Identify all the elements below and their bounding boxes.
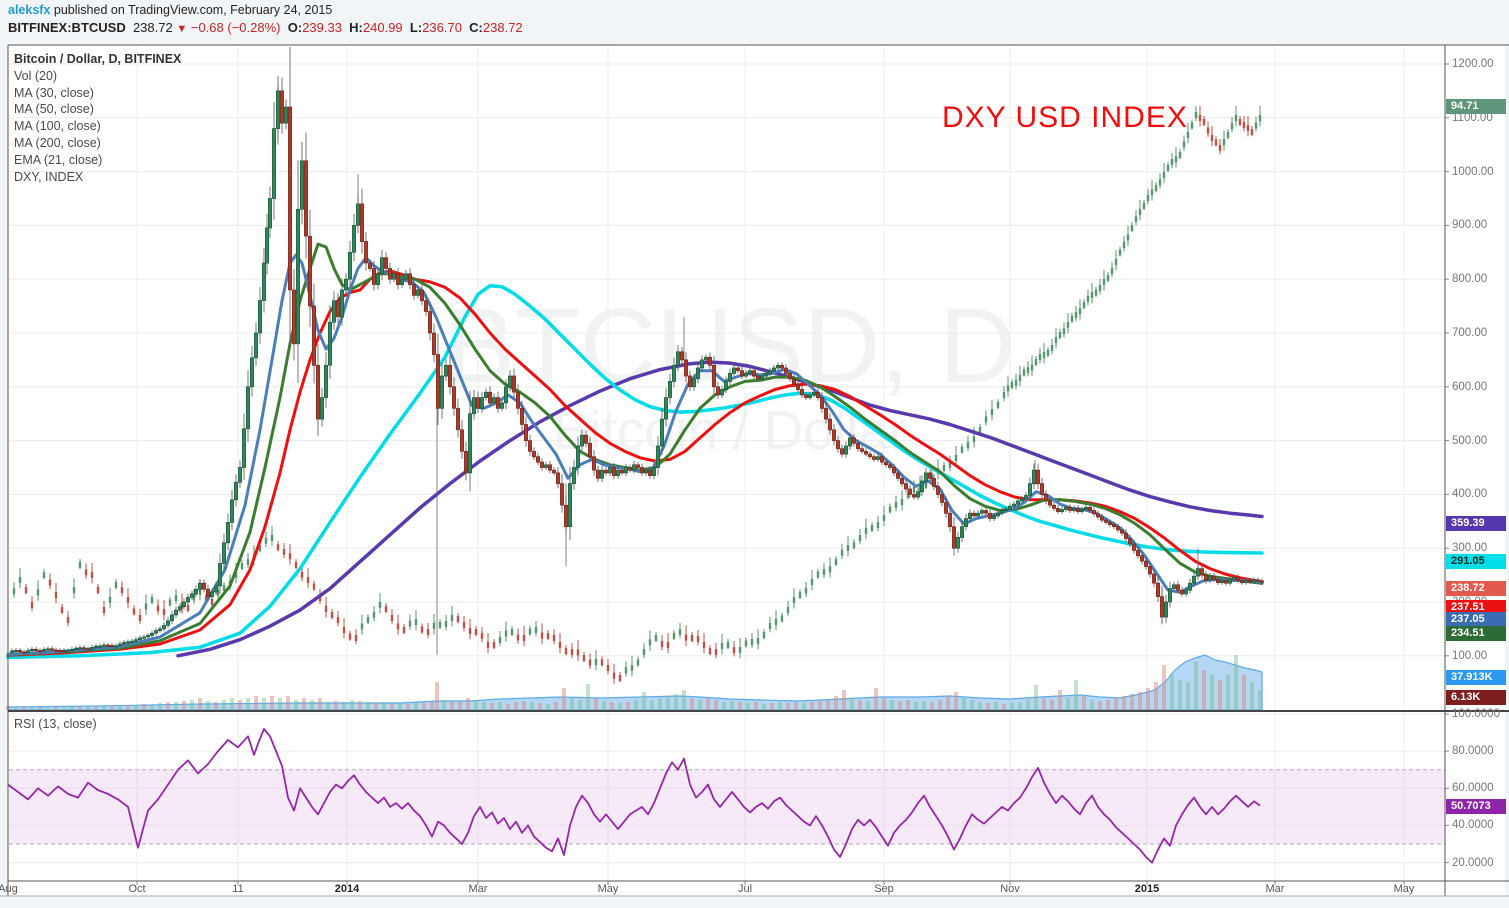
legend-item-dxy[interactable]: DXY, INDEX <box>14 169 84 184</box>
high-value: 240.99 <box>362 20 403 35</box>
legend-item-ema21[interactable]: EMA (21, close) <box>14 152 103 167</box>
close-value: 238.72 <box>482 20 523 35</box>
open-label: O: <box>287 20 303 35</box>
legend-item-vol[interactable]: Vol (20) <box>14 68 58 83</box>
high-label: H: <box>349 20 363 35</box>
low-value: 236.70 <box>422 20 462 35</box>
legend-item-ma100[interactable]: MA (100, close) <box>14 119 101 134</box>
legend-item-ma200[interactable]: MA (200, close) <box>14 135 101 150</box>
publish-text: published on TradingView.com, February 2… <box>50 3 333 17</box>
legend-item-ma50[interactable]: MA (50, close) <box>14 102 94 117</box>
rsi-legend[interactable]: RSI (13, close) <box>14 717 97 731</box>
price-down-icon: ▼ <box>176 23 188 35</box>
legend-symbol-title[interactable]: Bitcoin / Dollar, D, BITFINEX <box>14 52 182 66</box>
close-label: C: <box>469 20 483 35</box>
header-bar: aleksfx published on TradingView.com, Fe… <box>0 0 1509 45</box>
price-change: −0.68 (−0.28%) <box>190 20 281 35</box>
dxy-annotation-text: DXY USD INDEX <box>942 101 1188 134</box>
legend-item-ma30[interactable]: MA (30, close) <box>14 85 94 100</box>
symbol-name: BITFINEX:BTCUSD <box>8 20 126 35</box>
indicator-legend: Bitcoin / Dollar, D, BITFINEX Vol (20) M… <box>14 51 181 185</box>
publish-line: aleksfx published on TradingView.com, Fe… <box>8 3 332 17</box>
author-link[interactable]: aleksfx <box>8 3 51 17</box>
last-price: 238.72 <box>132 20 173 35</box>
chart-background <box>8 45 1505 896</box>
open-value: 239.33 <box>302 20 342 35</box>
low-label: L: <box>409 20 423 35</box>
symbol-info-line: BITFINEX:BTCUSD 238.72 ▼ −0.68 (−0.28%) … <box>8 20 523 35</box>
